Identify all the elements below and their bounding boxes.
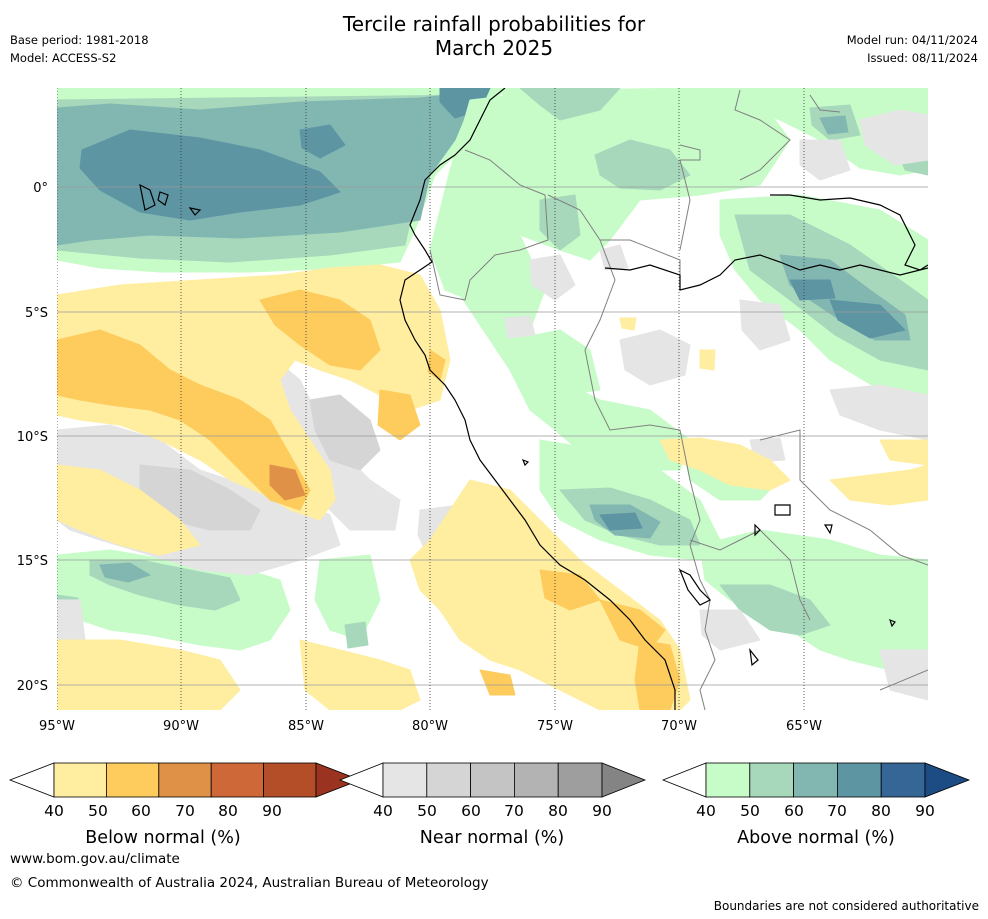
cb-below-segment (106, 762, 160, 798)
longitude-labels: 95°W 90°W 85°W 80°W 75°W 70°W 65°W (39, 719, 822, 734)
cb-near-segment (557, 762, 603, 798)
cb-near-tick-60: 60 (461, 802, 481, 820)
lat-label-20s: 20°S (17, 679, 48, 694)
model-run: Model run: 04/11/2024 (846, 33, 978, 47)
lon-label-95w: 95°W (39, 719, 75, 734)
cb-below-over-arrow (315, 762, 362, 798)
above-normal-southeast (699, 529, 928, 681)
cb-near-segment (382, 762, 428, 798)
map-panel (57, 88, 928, 710)
meta-right: Model run: 04/11/2024 Issued: 08/11/2024 (847, 31, 978, 67)
gridlines (57, 88, 928, 710)
meta-left: Base period: 1981-2018 Model: ACCESS-S2 (10, 31, 149, 67)
base-period: Base period: 1981-2018 (10, 33, 149, 47)
cb-above-segment (880, 762, 926, 798)
lon-label-80w: 80°W (412, 719, 448, 734)
above-normal-amazon-east (719, 194, 928, 401)
cb-above-segment (705, 762, 751, 798)
cb-near-tick-70: 70 (504, 802, 524, 820)
cb-above-label: Above normal (%) (737, 828, 895, 848)
colorbar-below-normal: 40 50 60 70 80 90 Below normal (%) (8, 762, 362, 848)
cb-near-tick-40: 40 (373, 802, 393, 820)
website-link[interactable]: www.bom.gov.au/climate (10, 851, 180, 867)
lat-label-5s: 5°S (25, 306, 48, 321)
cb-below-tick-60: 60 (131, 802, 151, 820)
cb-below-tick-80: 80 (218, 802, 238, 820)
model-name: Model: ACCESS-S2 (10, 51, 117, 65)
copyright-text: © Commonwealth of Australia 2024, Austra… (10, 875, 489, 891)
lon-label-90w: 90°W (163, 719, 199, 734)
cb-near-tick-50: 50 (417, 802, 437, 820)
cb-near-tick-80: 80 (548, 802, 568, 820)
cb-near-over-arrow (601, 762, 647, 798)
lat-label-0: 0° (33, 181, 48, 196)
cb-above-tick-60: 60 (784, 802, 804, 820)
title-line-1: Tercile rainfall probabilities for (342, 12, 646, 36)
cb-near-segment (513, 762, 559, 798)
latitude-labels: 0° 5°S 10°S 15°S 20°S (17, 181, 48, 694)
cb-below-segment (53, 762, 107, 798)
below-normal-pacific (57, 264, 451, 556)
above-normal-pacific-north (57, 88, 561, 273)
colorbar-near-normal: 40 50 60 70 80 90 Near normal (%) (338, 762, 647, 848)
near-normal-patches (57, 109, 928, 701)
lon-label-70w: 70°W (661, 719, 697, 734)
cb-above-tick-80: 80 (871, 802, 891, 820)
coastlines (139, 88, 928, 710)
cb-above-under-arrow (661, 762, 707, 798)
cb-below-under-arrow (8, 762, 55, 798)
map-title: Tercile rainfall probabilities for March… (0, 12, 988, 60)
above-normal-continent-north (429, 88, 928, 301)
lon-label-65w: 65°W (786, 719, 822, 734)
cb-below-tick-70: 70 (175, 802, 195, 820)
cb-above-tick-50: 50 (740, 802, 760, 820)
cb-above-segment (836, 762, 882, 798)
cb-above-segment (749, 762, 795, 798)
cb-below-segment (263, 762, 317, 798)
cb-near-segment (426, 762, 472, 798)
cb-near-segment (470, 762, 515, 798)
cb-below-segment (210, 762, 264, 798)
cb-near-under-arrow (338, 762, 384, 798)
title-line-2: March 2025 (434, 36, 554, 60)
lon-label-85w: 85°W (288, 719, 324, 734)
cb-above-tick-70: 70 (827, 802, 847, 820)
cb-below-segment (158, 762, 212, 798)
disclaimer-text: Boundaries are not considered authoritat… (713, 899, 979, 913)
lon-label-75w: 75°W (537, 719, 573, 734)
cb-below-tick-90: 90 (262, 802, 282, 820)
cb-below-tick-50: 50 (88, 802, 108, 820)
lat-label-15s: 15°S (17, 554, 48, 569)
cb-above-over-arrow (924, 762, 971, 798)
lat-label-10s: 10°S (17, 430, 48, 445)
cb-above-tick-40: 40 (696, 802, 716, 820)
cb-above-tick-90: 90 (915, 802, 935, 820)
cb-above-segment (793, 762, 838, 798)
colorbar-above-normal: 40 50 60 70 80 90 Above normal (%) (661, 762, 971, 848)
below-normal-south (57, 317, 928, 710)
cb-near-tick-90: 90 (592, 802, 612, 820)
cb-below-label: Below normal (%) (85, 828, 240, 848)
issued-date: Issued: 08/11/2024 (867, 51, 978, 65)
country-borders (429, 89, 928, 710)
cb-below-tick-40: 40 (44, 802, 64, 820)
cb-near-label: Near normal (%) (420, 828, 565, 848)
